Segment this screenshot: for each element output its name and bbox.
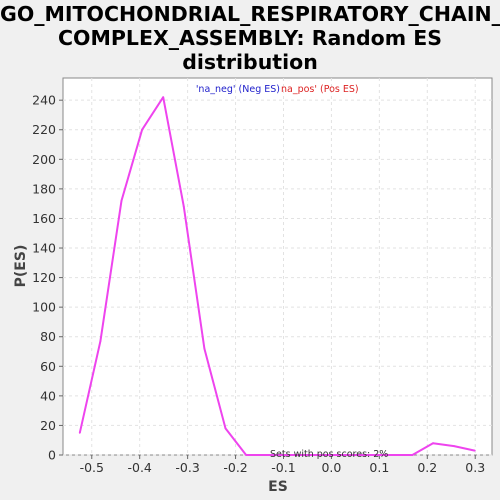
y-axis-label: P(ES) [13,245,29,288]
data-point [411,454,414,456]
legend: 'na_neg' (Neg ES) na_pos' (Pos ES) [196,84,359,95]
chart-title-line-3: distribution [182,50,318,74]
data-point [78,431,81,434]
data-point [141,128,143,131]
data-point [369,454,372,456]
chart-title: GO_MITOCHONDRIAL_RESPIRATORY_CHAIN_ COMP… [0,2,500,74]
y-tick-label: 200 [32,152,56,167]
data-point [328,454,331,456]
data-point [390,454,393,456]
legend-entry-neg: 'na_neg' (Neg ES) [196,84,280,95]
series-line [78,96,475,456]
plot-area [62,77,493,456]
x-axis-label: ES [268,479,288,495]
data-point [203,347,206,350]
series-layer [78,96,476,456]
chart-title-line-2: COMPLEX_ASSEMBLY: Random ES [57,26,443,50]
data-point [99,340,102,343]
y-tick-label: 0 [48,448,56,463]
y-tick-label: 80 [40,329,56,344]
data-point [432,442,434,445]
x-tick-label: -0.1 [271,460,295,475]
data-point [307,454,310,456]
x-tick-label: 0.3 [465,460,485,475]
y-tick-label: 180 [32,181,56,196]
y-tick-label: 20 [40,418,56,433]
data-point [224,427,227,430]
x-tick-label: 0.1 [369,460,389,475]
x-tick-label: -0.4 [127,460,151,475]
y-tick-label: 220 [32,122,56,137]
data-point [453,445,456,448]
grid [63,78,492,456]
data-point [349,454,352,456]
data-point [120,199,123,202]
pos-scores-annotation: Sets with pos scores: 2% [270,449,388,460]
chart-title-line-1: GO_MITOCHONDRIAL_RESPIRATORY_CHAIN_ [0,2,500,26]
legend-entry-pos: na_pos' (Pos ES) [281,84,359,95]
data-point [266,454,269,456]
data-point [473,449,476,452]
x-tick-label: 0.2 [417,460,437,475]
data-point [286,454,289,456]
axis-ticks: -0.5 -0.4 -0.3 -0.2 -0.1 0.0 0.1 0.2 0.3 0 20 40 60 8… [32,93,485,475]
data-point [182,205,185,208]
y-tick-label: 160 [32,211,56,226]
x-tick-label: -0.2 [223,460,247,475]
data-point [245,454,248,456]
y-tick-label: 40 [40,388,56,403]
y-tick-label: 240 [32,93,56,108]
y-tick-label: 120 [32,270,56,285]
x-tick-label: -0.3 [175,460,199,475]
x-tick-label: 0.0 [321,460,341,475]
x-tick-label: -0.5 [80,460,104,475]
y-tick-label: 60 [40,359,56,374]
data-point [162,96,165,99]
y-tick-label: 140 [32,241,56,256]
y-tick-label: 100 [32,300,56,315]
